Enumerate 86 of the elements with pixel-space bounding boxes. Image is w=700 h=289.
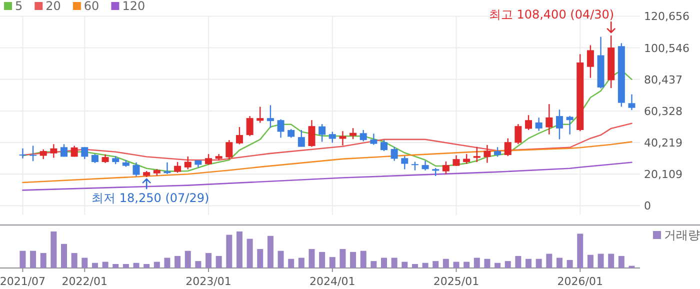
legend-item: 60 — [72, 0, 100, 13]
bar — [526, 258, 532, 268]
bar — [598, 254, 604, 268]
x-tick-label: 2026/01 — [557, 275, 603, 288]
y-tick-label: 80,437 — [644, 73, 682, 86]
bar — [442, 258, 449, 268]
bar — [319, 252, 326, 268]
bar — [556, 258, 562, 268]
bar — [350, 252, 356, 268]
x-tick-label: 2021/07 — [0, 275, 46, 288]
y-tick-label: 100,546 — [644, 42, 690, 55]
bar — [618, 256, 624, 268]
bar — [40, 253, 46, 268]
bar — [257, 249, 264, 268]
bar — [432, 261, 439, 268]
bar — [370, 261, 377, 268]
legend-label: 5 — [15, 0, 23, 13]
bar — [184, 250, 191, 268]
y-tick-label: 20,109 — [644, 168, 682, 182]
bar — [50, 232, 57, 268]
bar — [360, 250, 366, 268]
bar — [402, 262, 408, 268]
bar — [82, 258, 88, 268]
bar — [133, 262, 140, 268]
legend-label: 20 — [46, 0, 61, 13]
legend-item: 거래량 — [653, 228, 700, 242]
bar — [298, 258, 304, 268]
bar — [154, 262, 160, 268]
y-tick-label: 0 — [644, 200, 651, 213]
y-tick-label: 120,656 — [644, 10, 690, 24]
bar — [340, 249, 346, 268]
bar — [515, 256, 522, 268]
annotation: 최저 18,250 (07/29) — [92, 191, 210, 206]
bar — [246, 238, 253, 268]
bar — [494, 262, 501, 268]
bar — [577, 234, 584, 268]
bar — [195, 261, 202, 268]
bar — [61, 244, 67, 268]
bar — [422, 262, 428, 268]
bar — [308, 249, 315, 268]
bar — [30, 250, 36, 268]
bar — [504, 261, 511, 268]
bar — [391, 258, 398, 268]
bar — [206, 253, 212, 268]
legend-label: 거래량 — [664, 228, 700, 242]
x-tick-label: 2023/01 — [186, 275, 232, 288]
bar — [464, 262, 470, 268]
line-series — [22, 141, 632, 184]
legend-item: 120 — [111, 0, 146, 13]
annotation: 최고 108,400 (04/30) — [488, 7, 614, 22]
bar — [288, 258, 294, 268]
bar — [536, 258, 542, 268]
bar — [566, 260, 573, 268]
bar — [278, 250, 284, 268]
bar — [236, 232, 242, 268]
bar — [20, 250, 26, 268]
legend-label: 120 — [122, 0, 146, 13]
bar — [92, 262, 98, 268]
bar — [112, 264, 119, 268]
y-tick-label: 60,328 — [644, 104, 682, 118]
bar — [226, 234, 232, 268]
y-tick-label: 40,219 — [644, 136, 682, 150]
bar — [474, 258, 480, 268]
bar — [216, 256, 222, 268]
legend-item: 5 — [4, 0, 23, 13]
bar — [164, 258, 170, 268]
legend-label: 60 — [84, 0, 100, 13]
x-tick-label: 2024/01 — [310, 275, 356, 288]
bar — [102, 262, 108, 268]
bar — [267, 236, 274, 268]
line-series — [22, 162, 632, 191]
x-tick-label: 2022/01 — [62, 275, 108, 288]
bar — [608, 254, 614, 268]
bar — [412, 264, 418, 268]
bar — [71, 253, 78, 268]
x-tick-label: 2025/01 — [433, 275, 480, 288]
bar — [453, 262, 460, 268]
bar — [144, 264, 150, 268]
legend-item: 20 — [34, 0, 61, 13]
bar — [587, 254, 594, 268]
bar — [122, 264, 129, 268]
bar — [381, 258, 387, 268]
bar — [484, 258, 490, 268]
bar — [329, 257, 336, 268]
bar — [174, 256, 181, 268]
bar — [546, 254, 552, 268]
